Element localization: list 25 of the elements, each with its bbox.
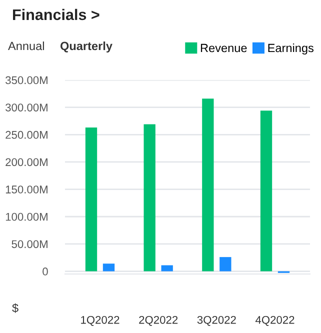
bar (220, 257, 232, 272)
text: $ (12, 303, 18, 313)
text: Annual (8, 42, 44, 50)
y-tick-label: 50.00M (12, 240, 48, 248)
y-tick-label: 250.00M (6, 130, 48, 139)
y-tick-label: 0 (42, 268, 48, 276)
x-tick-label: 1Q2022 (81, 316, 120, 326)
y-tick-label: 200.00M (6, 158, 48, 166)
text: Quarterly (60, 42, 112, 53)
bar (102, 264, 115, 272)
bar (202, 98, 214, 272)
legend-label: Earnings (268, 44, 314, 55)
chart-title: Financials > (13, 8, 100, 20)
x-tick-label: 4Q2022 (255, 316, 294, 326)
bar (161, 265, 173, 272)
bar (144, 124, 156, 272)
x-tick-label: 2Q2022 (139, 316, 178, 326)
y-tick-label: 300.00M (6, 104, 48, 112)
bar (85, 128, 98, 272)
legend-label: Revenue (200, 44, 247, 52)
y-tick-label: 150.00M (6, 186, 48, 194)
y-tick-label: 350.00M (6, 76, 48, 84)
bar (260, 110, 272, 272)
y-tick-label: 100.00M (6, 212, 48, 221)
x-tick-label: 3Q2022 (197, 316, 236, 326)
